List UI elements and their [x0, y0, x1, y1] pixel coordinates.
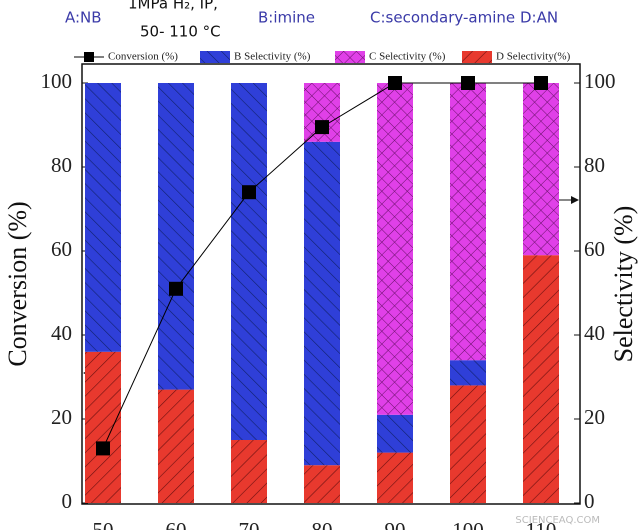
y2-tick-label: 100	[584, 69, 616, 93]
x-tick-label: 90	[385, 518, 406, 530]
bar-hatch	[377, 83, 413, 415]
y-tick-label: 80	[51, 153, 72, 177]
x-tick-label: 70	[239, 518, 260, 530]
x-tick-label: 100	[452, 518, 484, 530]
annotation: 1MPa H₂, IP,	[128, 0, 218, 13]
bar-hatch	[450, 83, 486, 361]
annotation: B:imine	[258, 9, 315, 27]
x-tick-label: 50	[93, 518, 114, 530]
legend-hatch	[462, 51, 492, 63]
legend-label: B Selectivity (%)	[234, 51, 311, 63]
plot-frame	[81, 63, 581, 505]
bar-hatch	[377, 414, 413, 453]
bar-hatch	[231, 83, 267, 440]
marker	[388, 76, 402, 90]
watermark: SCIENCEAQ.COM	[515, 515, 600, 526]
bar-hatch	[304, 465, 340, 503]
legend-label: C Selectivity (%)	[369, 51, 446, 63]
annotation: C:secondary-amine	[370, 9, 515, 27]
y2-tick-label: 60	[584, 237, 605, 261]
bar-hatch	[158, 389, 194, 503]
bar-hatch	[523, 83, 559, 256]
bar-hatch	[85, 83, 121, 352]
x-tick-label: 60	[166, 518, 187, 530]
marker	[315, 120, 329, 135]
y2-tick-label: 0	[584, 489, 595, 513]
y-tick-label: 0	[62, 489, 73, 513]
marker	[242, 185, 256, 200]
marker	[96, 441, 110, 456]
bar-hatch	[231, 440, 267, 503]
bar-hatch	[158, 83, 194, 390]
annotation: D:AN	[520, 9, 558, 27]
legend-hatch	[335, 51, 365, 63]
y2-tick-label: 20	[584, 405, 605, 429]
bar-hatch	[304, 141, 340, 466]
y-tick-label: 20	[51, 405, 72, 429]
legend-label: D Selectivity(%)	[496, 51, 571, 63]
bar-hatch	[523, 255, 559, 503]
y-tick-label: 60	[51, 237, 72, 261]
x-tick-label: 80	[312, 518, 333, 530]
y-tick-label: 40	[51, 321, 72, 345]
y2-tick-label: 80	[584, 153, 605, 177]
y2-tick-label: 40	[584, 321, 605, 345]
bar-hatch	[85, 351, 121, 503]
y-tick-label: 100	[41, 69, 73, 93]
bar-hatch	[450, 360, 486, 386]
y-axis-title: Conversion (%)	[3, 201, 32, 366]
legend-label: Conversion (%)	[108, 51, 178, 63]
annotation: A:NB	[65, 9, 102, 27]
marker	[461, 76, 475, 90]
annotation: 50- 110 °C	[140, 23, 221, 41]
x-tick-label: 110	[526, 518, 557, 530]
bar-hatch	[450, 385, 486, 503]
marker	[534, 76, 548, 90]
legend-marker	[84, 52, 94, 62]
y2-axis-title: Selectivity (%)	[609, 206, 638, 363]
legend-hatch	[200, 51, 230, 63]
marker	[169, 281, 183, 296]
bar-hatch	[377, 452, 413, 503]
